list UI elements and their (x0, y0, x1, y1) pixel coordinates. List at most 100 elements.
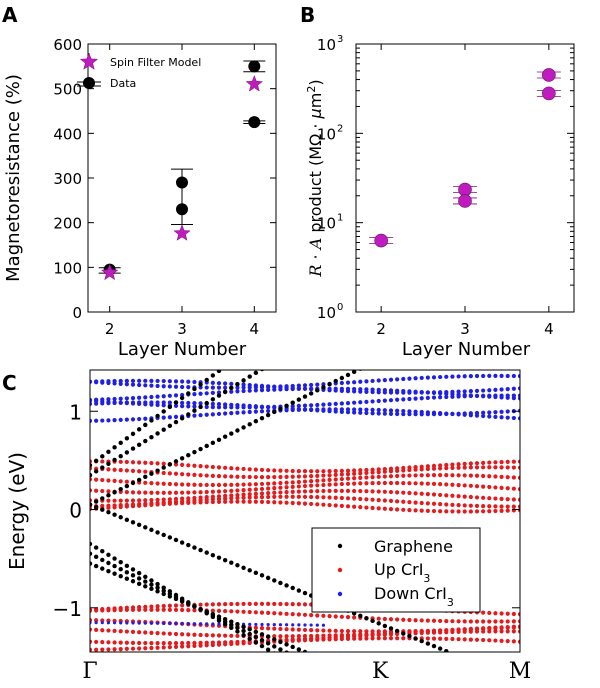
band-point-down-cri3 (370, 411, 375, 416)
band-point-up-cri3 (259, 495, 265, 500)
band-point-down-cri3 (143, 416, 148, 421)
band-point-down-cri3 (259, 388, 265, 393)
band-point-graphene (149, 586, 154, 592)
band-point-down-cri3 (198, 385, 203, 390)
band-point-up-cri3 (155, 631, 160, 636)
band-point-up-cri3 (155, 490, 160, 495)
band-point-down-cri3 (419, 396, 424, 401)
band-point-up-cri3 (468, 483, 473, 488)
band-point-up-cri3 (401, 499, 406, 504)
band-point-down-cri3 (468, 413, 473, 418)
band-point-up-cri3 (216, 489, 222, 494)
band-point-down-cri3 (333, 407, 338, 412)
band-point-up-cri3 (474, 495, 480, 500)
band-point-down-cri3 (124, 378, 129, 383)
band-point-down-cri3 (481, 388, 486, 393)
band-point-down-cri3 (198, 622, 203, 626)
band-point-graphene (253, 640, 259, 645)
band-point-up-cri3 (266, 494, 271, 500)
band-point-up-cri3 (118, 498, 123, 503)
band-point-down-cri3 (315, 407, 320, 412)
band-point-up-cri3 (235, 474, 240, 479)
band-point-graphene (143, 422, 148, 428)
band-point-down-cri3 (303, 623, 307, 627)
band-point-graphene (241, 565, 246, 570)
band-point-up-cri3 (327, 488, 332, 494)
panel-b-xlabel: Layer Number (402, 339, 531, 360)
band-point-up-cri3 (450, 473, 455, 478)
band-point-up-cri3 (278, 500, 283, 505)
band-point-down-cri3 (321, 623, 326, 627)
band-point-up-cri3 (290, 484, 295, 489)
band-point-up-cri3 (309, 483, 314, 488)
band-point-down-cri3 (395, 397, 400, 402)
band-point-graphene (167, 535, 173, 540)
band-point-down-cri3 (192, 392, 197, 397)
band-point-up-cri3 (90, 477, 93, 482)
band-point-up-cri3 (382, 498, 387, 503)
band-point-down-cri3 (149, 383, 154, 388)
band-point-up-cri3 (130, 607, 136, 612)
band-point-up-cri3 (235, 601, 240, 607)
band-point-graphene (376, 621, 381, 626)
band-point-up-cri3 (241, 474, 246, 479)
band-point-up-cri3 (266, 499, 271, 505)
band-point-up-cri3 (444, 618, 449, 624)
band-point-graphene (309, 652, 313, 656)
band-point-up-cri3 (413, 473, 418, 478)
band-point-up-cri3 (112, 505, 117, 510)
band-point-down-cri3 (517, 393, 520, 398)
band-point-up-cri3 (438, 630, 443, 635)
band-point-up-cri3 (266, 486, 271, 491)
band-point-graphene (204, 609, 209, 614)
band-point-up-cri3 (155, 641, 160, 646)
band-point-up-cri3 (315, 613, 320, 618)
band-point-down-cri3 (309, 386, 314, 391)
band-point-down-cri3 (161, 415, 166, 420)
band-point-up-cri3 (339, 503, 344, 508)
band-point-down-cri3 (481, 393, 486, 398)
band-point-down-cri3 (321, 402, 326, 407)
band-point-down-cri3 (309, 403, 314, 408)
band-point-up-cri3 (90, 459, 93, 464)
band-point-up-cri3 (112, 628, 117, 633)
band-point-up-cri3 (395, 507, 400, 512)
band-point-up-cri3 (309, 479, 314, 484)
band-point-graphene (161, 591, 166, 597)
band-point-up-cri3 (511, 629, 516, 634)
band-point-graphene (210, 373, 216, 378)
band-point-up-cri3 (481, 504, 486, 509)
band-point-graphene (118, 486, 123, 492)
band-point-down-cri3 (272, 623, 276, 627)
band-point-up-cri3 (382, 506, 387, 511)
band-point-down-cri3 (118, 417, 123, 423)
band-point-up-cri3 (229, 601, 234, 607)
data-point (176, 203, 188, 216)
band-point-graphene (186, 412, 191, 417)
band-point-down-cri3 (143, 378, 148, 383)
band-point-up-cri3 (296, 479, 301, 485)
band-point-up-cri3 (333, 503, 338, 508)
band-point-down-cri3 (456, 374, 461, 379)
band-point-up-cri3 (259, 610, 265, 615)
band-point-up-cri3 (302, 501, 308, 506)
band-point-up-cri3 (229, 482, 234, 487)
band-point-up-cri3 (266, 481, 271, 486)
band-point-up-cri3 (352, 504, 357, 509)
band-point-down-cri3 (173, 384, 179, 389)
band-point-up-cri3 (309, 469, 314, 474)
panel-a-chart: 0 100 200 300 400 500 600 2 3 4 Spin Filter Model… (3, 36, 277, 360)
band-point-up-cri3 (137, 460, 142, 465)
k-point-label: Γ (82, 659, 97, 684)
band-point-up-cri3 (149, 630, 154, 635)
band-point-up-cri3 (450, 462, 455, 467)
band-point-up-cri3 (204, 464, 209, 469)
band-point-up-cri3 (284, 601, 289, 607)
data-point (248, 116, 261, 129)
band-point-graphene (358, 613, 363, 618)
band-point-up-cri3 (186, 482, 191, 487)
band-point-up-cri3 (216, 633, 222, 638)
band-point-down-cri3 (130, 378, 136, 383)
band-point-up-cri3 (339, 636, 344, 642)
band-point-up-cri3 (407, 467, 412, 473)
